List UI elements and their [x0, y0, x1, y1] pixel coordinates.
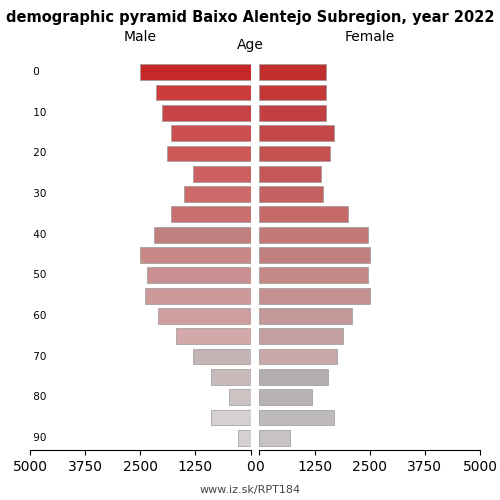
Bar [260, 247, 370, 263]
Text: 50: 50 [30, 270, 46, 280]
Bar [184, 186, 250, 202]
Bar [193, 348, 250, 364]
Text: 60: 60 [30, 311, 46, 321]
Bar [193, 166, 250, 182]
Text: 80: 80 [30, 392, 46, 402]
Bar [260, 308, 352, 324]
Bar [162, 105, 250, 120]
Bar [158, 308, 250, 324]
Bar [147, 268, 250, 283]
Text: 90: 90 [30, 433, 46, 443]
Bar [140, 64, 250, 80]
Bar [260, 166, 321, 182]
Bar [260, 288, 370, 304]
Bar [260, 390, 312, 405]
Bar [144, 288, 250, 304]
Bar [154, 227, 250, 242]
Bar [260, 430, 290, 446]
Bar [228, 390, 250, 405]
Text: 40: 40 [30, 230, 46, 239]
Bar [260, 186, 324, 202]
Text: 70: 70 [30, 352, 46, 362]
Text: 0: 0 [30, 67, 40, 77]
Text: demographic pyramid Baixo Alentejo Subregion, year 2022: demographic pyramid Baixo Alentejo Subre… [6, 10, 494, 25]
Bar [260, 146, 330, 162]
Text: Age: Age [236, 38, 264, 52]
Bar [260, 206, 348, 222]
Bar [260, 105, 326, 120]
Bar [156, 84, 250, 100]
Text: 30: 30 [30, 189, 46, 199]
Bar [176, 328, 250, 344]
Bar [171, 206, 250, 222]
Bar [171, 125, 250, 141]
Bar [260, 328, 343, 344]
Bar [140, 247, 250, 263]
Bar [260, 84, 326, 100]
Bar [260, 125, 334, 141]
Bar [260, 268, 368, 283]
Bar [211, 369, 250, 385]
Bar [238, 430, 250, 446]
Bar [260, 227, 368, 242]
Bar [211, 410, 250, 426]
Text: Female: Female [344, 30, 395, 44]
Text: Male: Male [124, 30, 157, 44]
Bar [260, 64, 326, 80]
Text: 10: 10 [30, 108, 46, 118]
Text: www.iz.sk/RPT184: www.iz.sk/RPT184 [200, 485, 300, 495]
Bar [260, 369, 328, 385]
Bar [260, 410, 334, 426]
Bar [260, 348, 336, 364]
Text: 20: 20 [30, 148, 46, 158]
Bar [167, 146, 250, 162]
